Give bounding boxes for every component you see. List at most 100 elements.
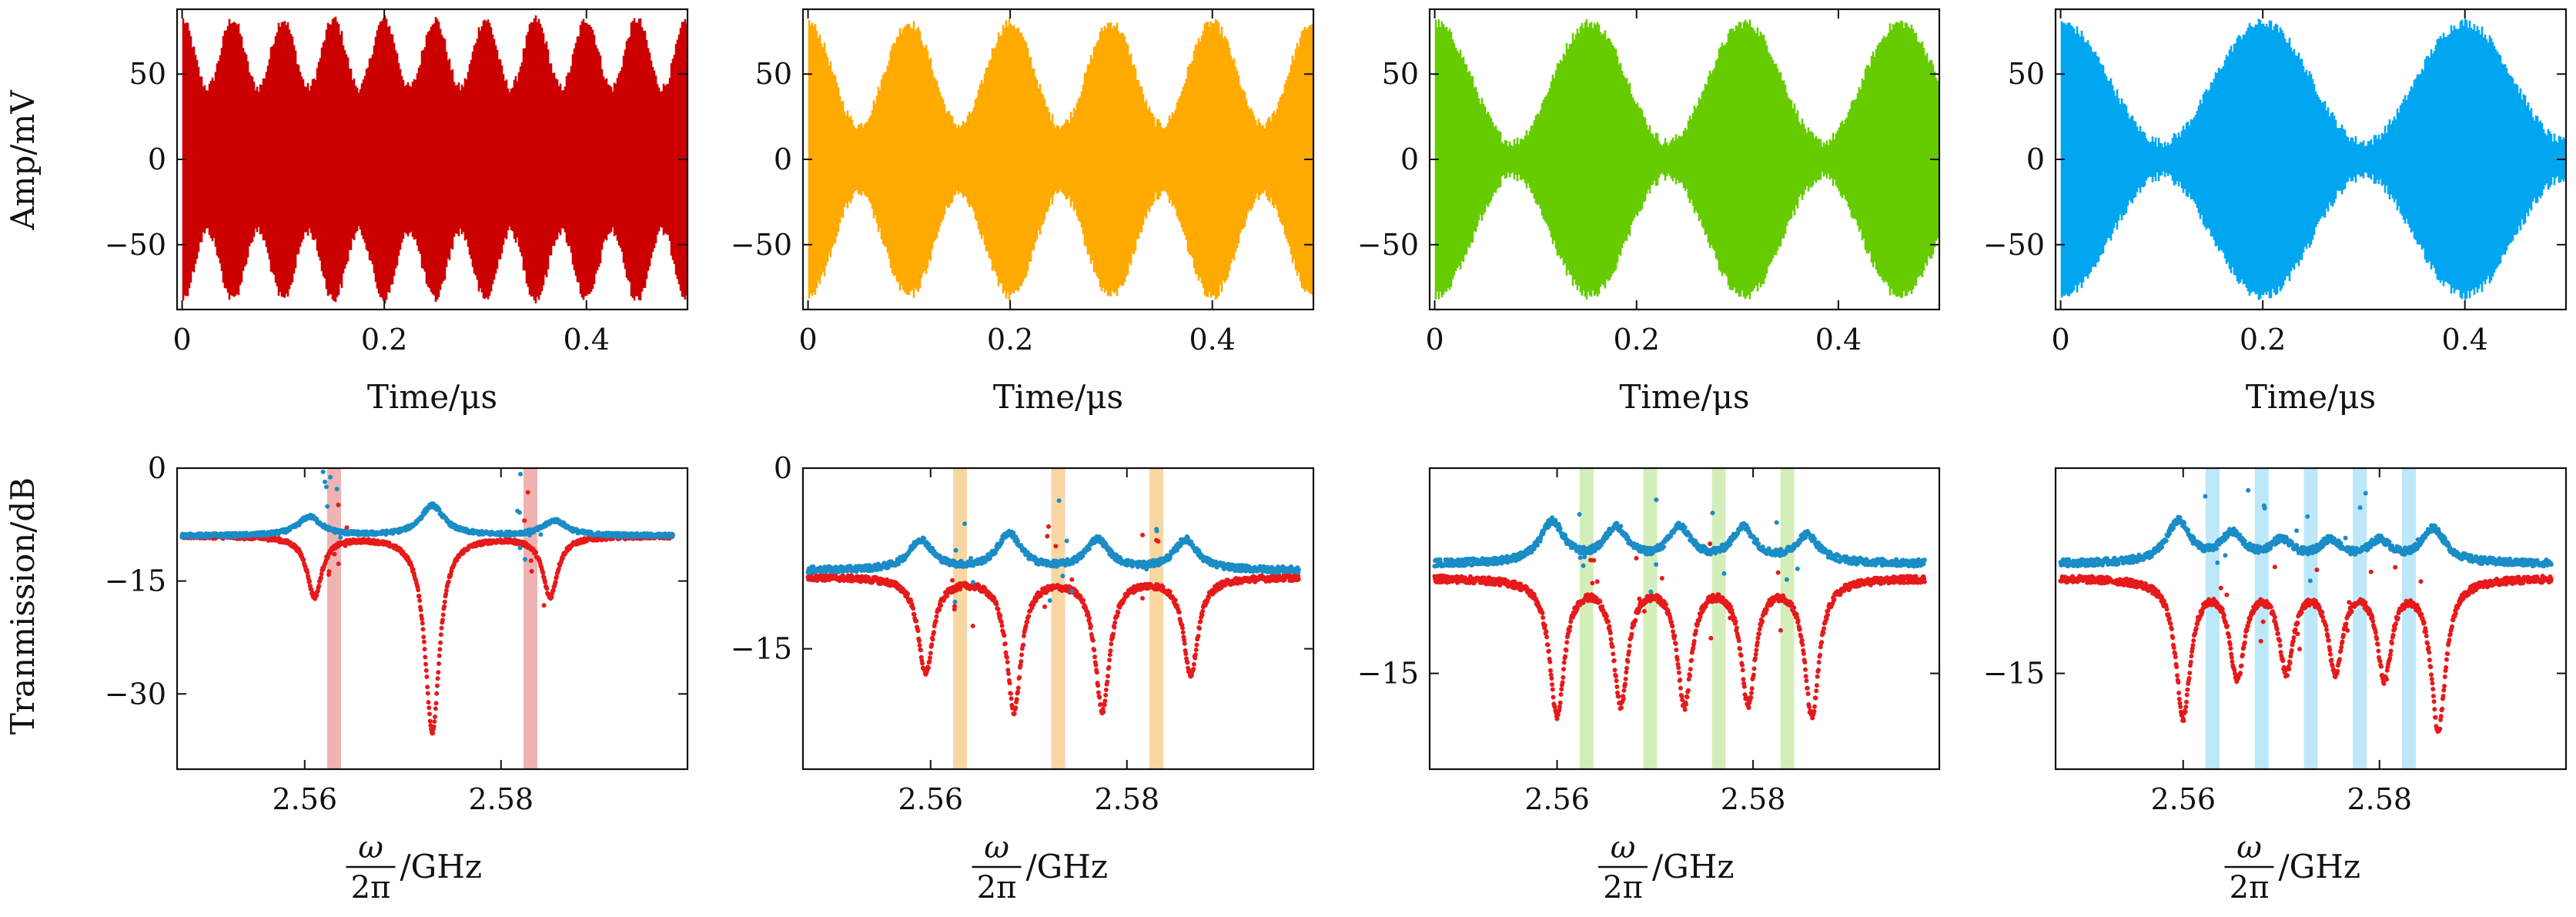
y-tick-label: 50 bbox=[2008, 57, 2045, 91]
chart-amp-3: 0 0.2 0.4 50 0 −50 Time/μs bbox=[1357, 8, 1941, 416]
x-tick-label: 0.4 bbox=[1815, 323, 1862, 356]
chart-amp-1: 0 0.2 0.4 50 0 −50 Time/μs bbox=[105, 8, 689, 416]
x-tick-label: 0.2 bbox=[361, 323, 407, 356]
highlight-band bbox=[953, 468, 967, 769]
x-tick-label: 0 bbox=[1425, 323, 1444, 356]
x-axis-label-numerator: ω bbox=[984, 830, 1009, 865]
chart-amp-2: 0 0.2 0.4 50 0 −50 Time/μs bbox=[731, 8, 1315, 416]
x-axis-label: Time/μs bbox=[1619, 378, 1749, 416]
plot-area bbox=[808, 18, 1313, 301]
x-tick-label: 2.56 bbox=[1524, 782, 1590, 816]
x-axis-label-numerator: ω bbox=[2236, 830, 2262, 865]
x-tick-label: 2.56 bbox=[2150, 782, 2216, 816]
plot-area bbox=[2060, 18, 2566, 300]
highlight-band bbox=[2353, 468, 2367, 769]
plot-area bbox=[179, 468, 675, 769]
highlight-band bbox=[524, 468, 537, 769]
signal-trace bbox=[1434, 19, 1939, 300]
x-tick-label: 0 bbox=[798, 323, 817, 356]
x-tick-label: 2.56 bbox=[898, 782, 963, 816]
axes-frame bbox=[1428, 467, 1941, 771]
axes-frame bbox=[176, 467, 689, 771]
x-tick-label: 0.4 bbox=[1189, 323, 1235, 356]
y-tick-label: 0 bbox=[148, 142, 166, 176]
y-tick-label: −30 bbox=[105, 677, 166, 711]
highlight-band bbox=[2206, 468, 2220, 769]
x-axis-label: Time/μs bbox=[2246, 378, 2376, 416]
x-tick-label: 2.58 bbox=[468, 782, 534, 816]
highlight-band bbox=[1051, 468, 1066, 769]
x-tick-label: 0.2 bbox=[987, 323, 1033, 356]
axes-frame bbox=[2054, 467, 2568, 771]
x-axis-label: Time/μs bbox=[367, 378, 497, 416]
signal-trace bbox=[2060, 18, 2566, 300]
x-axis-label-unit: /GHz bbox=[2279, 848, 2360, 885]
transmission-ylabel: Tranmission/dB bbox=[4, 477, 42, 735]
y-tick-label: −15 bbox=[731, 632, 792, 666]
highlight-band bbox=[1643, 468, 1658, 769]
y-tick-label: 0 bbox=[1400, 142, 1419, 176]
y-tick-label: −15 bbox=[1983, 657, 2045, 691]
chart-trans-3: 2.56 2.58 −15 ω 2π/GHz bbox=[1357, 467, 1941, 905]
x-axis-label-unit: /GHz bbox=[400, 848, 482, 885]
x-tick-label: 2.58 bbox=[1721, 782, 1786, 816]
plot-area bbox=[805, 468, 1301, 769]
x-tick-label: 2.56 bbox=[272, 782, 337, 816]
highlight-band bbox=[1579, 468, 1594, 769]
y-tick-label: 0 bbox=[774, 451, 792, 485]
highlight-band bbox=[327, 468, 341, 769]
signal-trace bbox=[182, 15, 687, 304]
x-axis-label-numerator: ω bbox=[1611, 830, 1636, 865]
y-tick-label: 0 bbox=[148, 451, 166, 485]
spectrum-series-blue bbox=[1432, 497, 1927, 594]
highlight-band bbox=[1149, 468, 1163, 769]
x-axis-label-unit: /GHz bbox=[1026, 848, 1108, 885]
x-axis-label-denominator: 2π bbox=[351, 870, 391, 905]
x-axis-label-numerator: ω bbox=[358, 830, 383, 865]
x-tick-label: 0 bbox=[172, 323, 191, 356]
x-axis-label-denominator: 2π bbox=[2230, 870, 2270, 905]
chart-trans-2: 2.56 2.58 0 −15 ω 2π/GHz bbox=[731, 451, 1315, 905]
y-tick-label: 0 bbox=[2026, 142, 2045, 176]
x-axis-label-denominator: 2π bbox=[977, 870, 1017, 905]
highlight-band bbox=[1780, 468, 1795, 769]
x-tick-label: 0.4 bbox=[2441, 323, 2487, 356]
y-tick-label: 50 bbox=[1382, 57, 1419, 91]
plot-area bbox=[182, 15, 687, 304]
highlight-band bbox=[2254, 468, 2269, 769]
plot-area bbox=[1432, 468, 1927, 769]
y-tick-label: −50 bbox=[1983, 228, 2045, 262]
x-tick-label: 0 bbox=[2051, 323, 2069, 356]
spectrum-series-red bbox=[805, 524, 1301, 717]
signal-trace bbox=[808, 18, 1313, 301]
y-tick-label: −50 bbox=[731, 228, 792, 262]
y-tick-label: 50 bbox=[755, 57, 792, 91]
highlight-band bbox=[2402, 468, 2416, 769]
plot-area bbox=[2058, 468, 2554, 769]
chart-trans-1: 2.56 2.58 0 −15 −30 ω 2π/GHz bbox=[105, 451, 689, 905]
spectrum-series-blue bbox=[179, 469, 675, 562]
y-tick-label: −15 bbox=[1357, 657, 1419, 691]
x-tick-label: 0.2 bbox=[1614, 323, 1660, 356]
y-tick-label: 0 bbox=[774, 142, 792, 176]
amp-ylabel: Amp/mV bbox=[4, 90, 42, 231]
x-axis-label-unit: /GHz bbox=[1652, 848, 1734, 885]
plot-area bbox=[1434, 19, 1939, 300]
x-tick-label: 0.4 bbox=[563, 323, 609, 356]
x-axis-label: Time/μs bbox=[993, 378, 1123, 416]
y-tick-label: −50 bbox=[105, 228, 166, 262]
chart-trans-4: 2.56 2.58 −15 ω 2π/GHz bbox=[1983, 467, 2568, 905]
panels: 0 0.2 0.4 50 0 −50 Time/μs 0 0.2 0.4 50 0 −50 Time/μs… bbox=[105, 8, 2568, 905]
axes-frame bbox=[801, 467, 1315, 771]
y-tick-label: −50 bbox=[1357, 228, 1419, 262]
spectrum-series-red bbox=[2058, 564, 2554, 735]
x-tick-label: 2.58 bbox=[1094, 782, 1159, 816]
chart-amp-4: 0 0.2 0.4 50 0 −50 Time/μs bbox=[1983, 8, 2568, 416]
y-tick-label: 50 bbox=[129, 57, 166, 91]
highlight-band bbox=[2303, 468, 2318, 769]
x-tick-label: 0.2 bbox=[2240, 323, 2286, 356]
y-tick-label: −15 bbox=[105, 564, 166, 598]
spectrum-series-red bbox=[179, 490, 675, 736]
spectrum-series-red bbox=[1432, 541, 1927, 721]
